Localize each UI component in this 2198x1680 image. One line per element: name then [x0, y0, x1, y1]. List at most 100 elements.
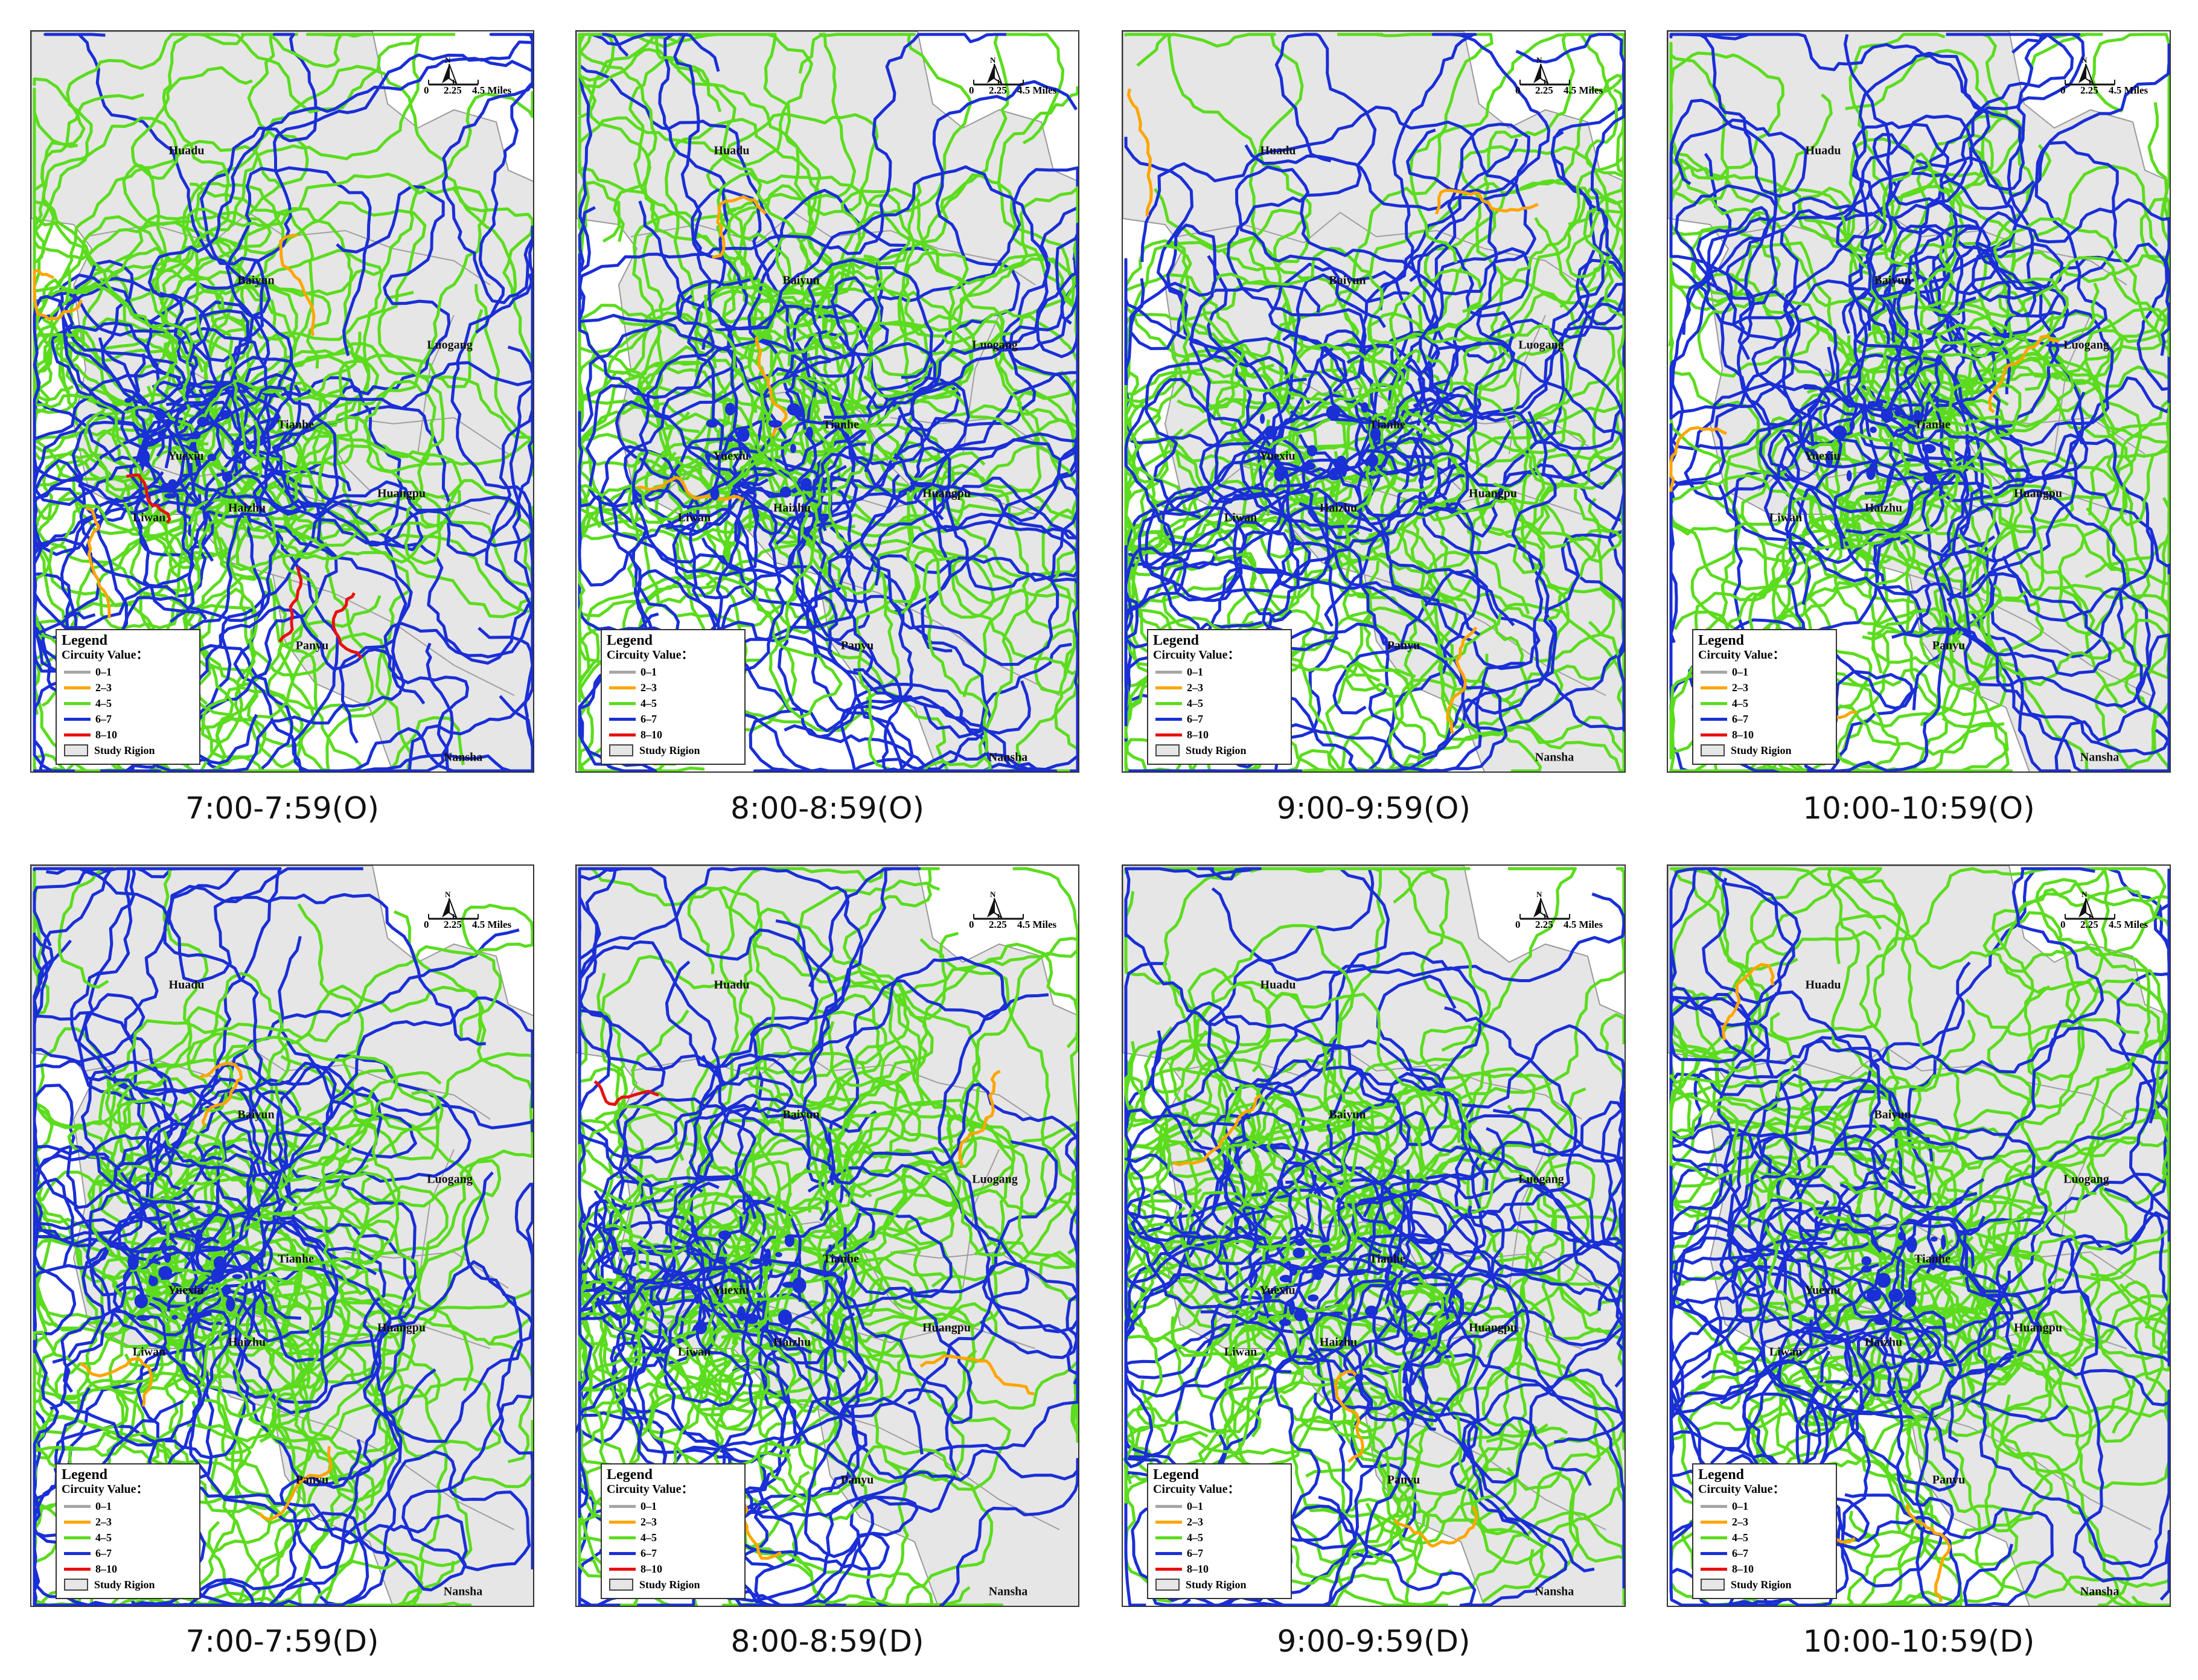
circuity-contour: [1434, 188, 1539, 215]
scale-tick: 4.5 Miles: [1017, 85, 1057, 96]
district-label: Huangpu: [1468, 487, 1518, 500]
circuity-contour: [33, 1368, 436, 1606]
circuity-cluster: [1264, 1291, 1271, 1303]
circuity-contour: [578, 867, 836, 1186]
district-label: Huangpu: [377, 1321, 426, 1335]
legend-swatch: [64, 717, 91, 721]
scale-tick: 2.25: [2080, 919, 2098, 930]
district-label: Liwan: [1769, 511, 1803, 525]
district-label: Nansha: [2080, 1585, 2120, 1599]
legend-subtitle: Circuity Value：: [1698, 1483, 1785, 1496]
circuity-cluster: [1292, 1247, 1305, 1259]
circuity-contour: [1722, 963, 1775, 1041]
circuity-cluster: [1876, 399, 1883, 407]
circuity-contour: [280, 1183, 533, 1571]
district-label: Liwan: [1224, 1345, 1257, 1359]
circuity-contour: [1126, 88, 1153, 217]
circuity-contour: [1124, 1112, 1400, 1324]
circuity-contour: [817, 936, 1078, 1282]
circuity-cluster: [171, 1315, 178, 1320]
scale-bar: N 0 2.25 4.5 Miles: [969, 56, 1072, 98]
north-arrow-icon: [973, 63, 1024, 86]
circuity-contour: [33, 867, 289, 1241]
circuity-cluster: [727, 435, 734, 442]
district-boundary: [1722, 1046, 2127, 1120]
district-label: Haizhu: [1864, 501, 1903, 515]
circuity-cluster: [695, 1320, 707, 1335]
circuity-cluster: [1897, 1231, 1906, 1241]
map-legend: Legend Circuity Value： 0–1 2–3 4–5 6–7 8–10 Stu…: [1147, 629, 1292, 765]
legend-swatch: [1701, 686, 1727, 689]
legend-item-label: 8–10: [641, 728, 662, 741]
circuity-contour: [1172, 1094, 1262, 1166]
circuity-cluster: [725, 403, 735, 416]
circuity-contour: [958, 1070, 1001, 1167]
district-boundary: [1436, 1251, 1600, 1289]
circuity-contour: [666, 188, 817, 534]
circuity-cluster: [1870, 426, 1877, 433]
circuity-contour: [1215, 1210, 1448, 1606]
district-label: Panyu: [1387, 639, 1420, 653]
scale-bar: N 0 2.25 4.5 Miles: [424, 56, 526, 98]
circuity-contour: [1727, 1078, 2170, 1568]
circuity-contour: [1291, 1070, 1492, 1248]
circuity-contour: [268, 354, 461, 565]
legend-item-label: 2–3: [95, 681, 112, 694]
legend-title: Legend: [607, 633, 653, 648]
legend-item: 2–3: [1153, 1514, 1286, 1530]
circuity-contour: [1313, 1024, 1625, 1311]
circuity-contour: [623, 246, 929, 536]
district-label: Luogang: [972, 338, 1018, 352]
legend-swatch: [64, 701, 91, 705]
circuity-contour: [1124, 1006, 1578, 1271]
circuity-contour: [1669, 1356, 1871, 1606]
legend-swatch: [609, 1520, 636, 1524]
circuity-contour: [1356, 123, 1530, 479]
district-boundary: [417, 1149, 455, 1289]
circuity-contour: [165, 1149, 400, 1495]
circuity-cluster: [790, 444, 796, 453]
study-region-swatch: [64, 1579, 88, 1591]
legend-swatch: [609, 1504, 636, 1508]
circuity-cluster: [1303, 481, 1310, 490]
circuity-cluster: [220, 410, 231, 420]
north-arrow-icon: [2065, 898, 2115, 920]
circuity-cluster: [1308, 1294, 1319, 1302]
district-label: Luogang: [2063, 1172, 2109, 1186]
circuity-contour: [1669, 426, 1727, 492]
legend-item: Study Rigion: [62, 743, 194, 758]
circuity-contour: [83, 867, 282, 1274]
legend-item-label: 2–3: [95, 1515, 112, 1528]
circuity-contour: [578, 867, 863, 1317]
circuity-contour: [242, 345, 533, 665]
circuity-contour: [33, 33, 424, 342]
legend-swatch: [1155, 670, 1182, 674]
legend-swatch: [1701, 717, 1727, 721]
circuity-contour: [1669, 972, 1904, 1253]
district-label: Baiyun: [1329, 1108, 1366, 1122]
circuity-cluster: [737, 1306, 746, 1321]
district-label: Huadu: [1805, 978, 1841, 992]
circuity-cluster: [1361, 402, 1369, 413]
circuity-contour: [85, 506, 111, 619]
circuity-contour: [1669, 33, 1991, 206]
circuity-contour: [167, 1216, 417, 1414]
circuity-cluster: [778, 1309, 792, 1326]
legend-item: 8–10: [607, 727, 740, 743]
circuity-contour: [1124, 486, 1580, 771]
district-label: Yuexiu: [1259, 1283, 1295, 1297]
circuity-contour: [723, 504, 1013, 697]
circuity-contour: [578, 33, 810, 295]
legend-item-label: 8–10: [95, 728, 117, 741]
circuity-cluster: [1876, 1273, 1891, 1288]
district-label: Yuexiu: [1804, 1283, 1841, 1297]
study-region-polygon: [31, 866, 533, 1606]
district-label: Tianhe: [1369, 1252, 1405, 1266]
circuity-contour: [818, 867, 1078, 1257]
circuity-contour: [1124, 243, 1381, 739]
district-boundary: [817, 574, 1060, 696]
district-label: Nansha: [1535, 1585, 1574, 1599]
legend-swatch: [1155, 1551, 1182, 1555]
circuity-contour: [258, 1446, 333, 1521]
district-label: Tianhe: [823, 1252, 859, 1266]
